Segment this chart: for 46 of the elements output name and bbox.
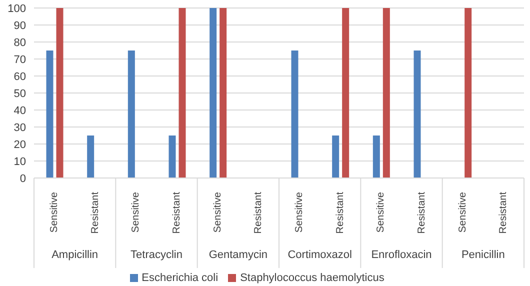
y-tick-label: 90 xyxy=(14,20,26,32)
bar xyxy=(342,8,350,178)
x-tick-label: Sensitive xyxy=(48,192,60,233)
text: Gentamycin xyxy=(208,249,268,261)
x-tick-label: Resistant xyxy=(334,192,346,234)
y-tick-label: 70 xyxy=(14,54,26,66)
x-tick-label: Resistant xyxy=(253,192,264,234)
text: Penicillin xyxy=(461,249,505,261)
y-tick-label: 20 xyxy=(14,138,26,151)
x-tick-label: Sensitive xyxy=(130,192,142,233)
bar xyxy=(210,8,217,178)
bar xyxy=(372,136,380,178)
y-tick-label: 30 xyxy=(14,122,26,134)
bar xyxy=(178,8,186,178)
y-tick-label: 80 xyxy=(14,36,26,49)
text: Ampicillin xyxy=(52,249,98,261)
y-tick-label: 50 xyxy=(14,88,26,100)
y-tick-label: 0 xyxy=(20,172,26,185)
text: Cortimoxazol xyxy=(288,249,352,261)
y-tick-label: 100 xyxy=(8,2,26,15)
text: Enrofloxacin xyxy=(371,249,432,261)
y-tick-label: 10 xyxy=(14,156,26,168)
y-tick-label: 40 xyxy=(14,104,26,117)
x-tick-label: Sensitive xyxy=(457,192,468,233)
bar xyxy=(291,50,298,178)
x-tick-label: Sensitive xyxy=(212,192,224,233)
bar xyxy=(56,8,64,178)
bar xyxy=(414,50,421,178)
x-tick-label: Resistant xyxy=(171,192,182,234)
x-tick-label: Resistant xyxy=(498,192,510,234)
x-tick-label: Sensitive xyxy=(376,192,387,233)
legend-label: Escherichia coli xyxy=(142,272,218,284)
bar xyxy=(168,136,176,178)
bar xyxy=(220,8,227,178)
x-tick-label: Resistant xyxy=(90,192,101,234)
bar xyxy=(46,50,54,178)
bar xyxy=(87,136,94,178)
x-tick-label: Sensitive xyxy=(294,192,305,233)
x-tick-label: Resistant xyxy=(416,192,428,234)
bar xyxy=(464,8,472,178)
bar xyxy=(382,8,390,178)
bar xyxy=(128,50,135,178)
text: Tetracyclin xyxy=(130,249,182,261)
bar xyxy=(332,136,340,178)
legend-label: Staphylococcus haemolyticus xyxy=(240,272,384,284)
y-tick-label: 60 xyxy=(14,70,26,83)
